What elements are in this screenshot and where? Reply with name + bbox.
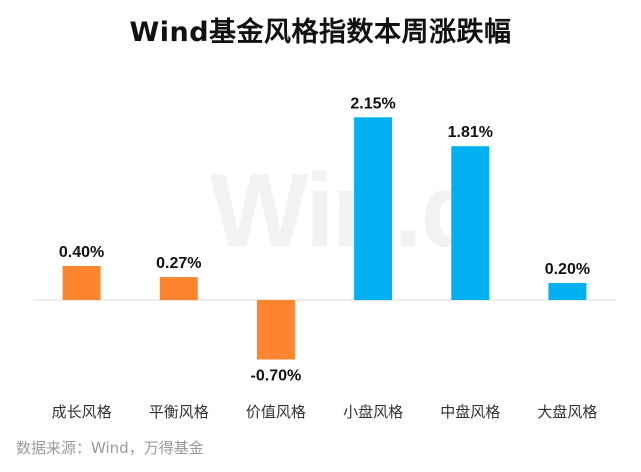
category-label: 小盘风格 — [343, 403, 403, 421]
value-label-group: 0.40% 0.27% -0.70% 2.15% 1.81% 0.20% — [59, 95, 590, 384]
bar-value-label: -0.70% — [251, 368, 302, 385]
bar-4 — [354, 117, 393, 301]
bar-1 — [62, 266, 101, 300]
wind-watermark: Win.d — [210, 153, 484, 269]
category-label: 平衡风格 — [149, 403, 209, 421]
bar-2 — [159, 277, 198, 301]
chart-title: Wind基金风格指数本周涨跌幅 — [129, 17, 512, 48]
bar-6 — [548, 283, 587, 300]
bar-value-label: 0.20% — [545, 261, 590, 278]
category-label: 价值风格 — [246, 403, 306, 421]
bar-value-label: 0.40% — [59, 244, 104, 261]
bar-value-label: 2.15% — [350, 95, 395, 112]
bar-value-label: 1.81% — [448, 124, 493, 141]
bar-value-label: 0.27% — [156, 255, 201, 272]
category-label: 大盘风格 — [537, 403, 597, 421]
category-label: 成长风格 — [52, 403, 112, 421]
category-label-group: 成长风格 平衡风格 价值风格 小盘风格 中盘风格 大盘风格 — [52, 403, 598, 421]
bar-3 — [256, 300, 295, 360]
data-source-note: 数据来源：Wind，万得基金 — [16, 439, 204, 457]
bar-group — [62, 117, 587, 360]
category-label: 中盘风格 — [440, 403, 500, 421]
bar-5 — [451, 146, 490, 300]
